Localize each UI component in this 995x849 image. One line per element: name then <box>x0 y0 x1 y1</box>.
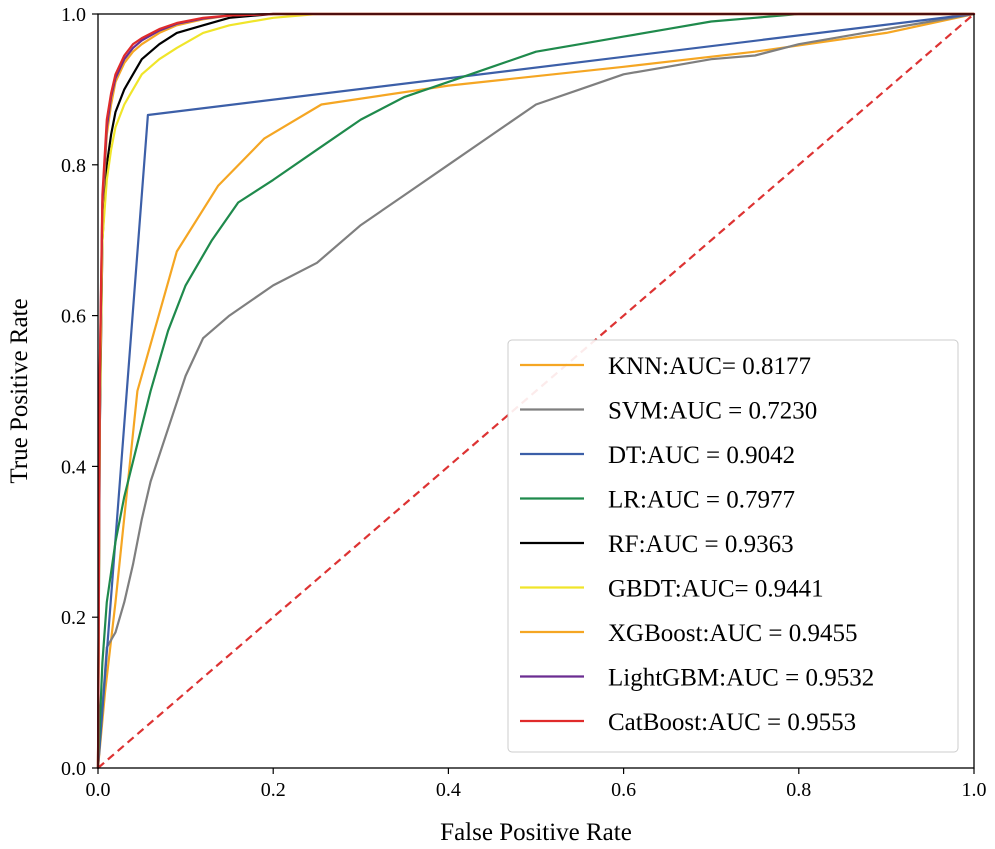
roc-curve-lr <box>96 12 976 770</box>
roc-curve-knn <box>96 12 976 770</box>
y-tick-label: 0.6 <box>61 306 86 328</box>
roc-curves <box>96 12 976 770</box>
legend: KNN:AUC= 0.8177 SVM:AUC = 0.7230 DT:AUC = … <box>507 339 959 753</box>
legend-label: LR:AUC = 0.7977 <box>608 487 795 514</box>
roc-curve-catboost <box>96 12 976 770</box>
x-tick-label: 0.8 <box>786 779 811 801</box>
legend-label: LightGBM:AUC = 0.9532 <box>608 665 874 692</box>
y-tick-label: 0.8 <box>61 155 86 177</box>
x-tick-label: 1.0 <box>962 779 987 801</box>
legend-label: SVM:AUC = 0.7230 <box>608 398 817 425</box>
y-tick-label: 0.2 <box>61 607 86 629</box>
roc-curve-gbdt <box>96 12 976 770</box>
legend-box <box>507 339 959 753</box>
x-tick-label: 0.6 <box>611 779 636 801</box>
legend-label: GBDT:AUC= 0.9441 <box>608 576 824 603</box>
y-axis-title: True Positive Rate <box>6 298 33 483</box>
y-tick-label: 0.4 <box>61 456 86 478</box>
x-axis-ticks: 0.0 0.2 0.4 0.6 0.8 1.0 <box>86 768 987 801</box>
x-tick-label: 0.0 <box>86 779 111 801</box>
x-axis-title: False Positive Rate <box>440 819 632 846</box>
plot-frame <box>97 13 975 769</box>
y-tick-label: 0.0 <box>61 758 86 780</box>
y-axis-ticks: 0.0 0.2 0.4 0.6 0.8 1.0 <box>61 4 98 780</box>
legend-label: RF:AUC = 0.9363 <box>608 531 794 558</box>
roc-curve-svm <box>96 12 976 770</box>
x-tick-label: 0.2 <box>261 779 286 801</box>
legend-label: DT:AUC = 0.9042 <box>608 442 795 469</box>
legend-label: XGBoost:AUC = 0.9455 <box>608 620 858 647</box>
legend-label: KNN:AUC= 0.8177 <box>608 353 811 380</box>
legend-label: CatBoost:AUC = 0.9553 <box>608 709 856 736</box>
x-tick-label: 0.4 <box>436 779 461 801</box>
y-tick-label: 1.0 <box>61 4 86 26</box>
